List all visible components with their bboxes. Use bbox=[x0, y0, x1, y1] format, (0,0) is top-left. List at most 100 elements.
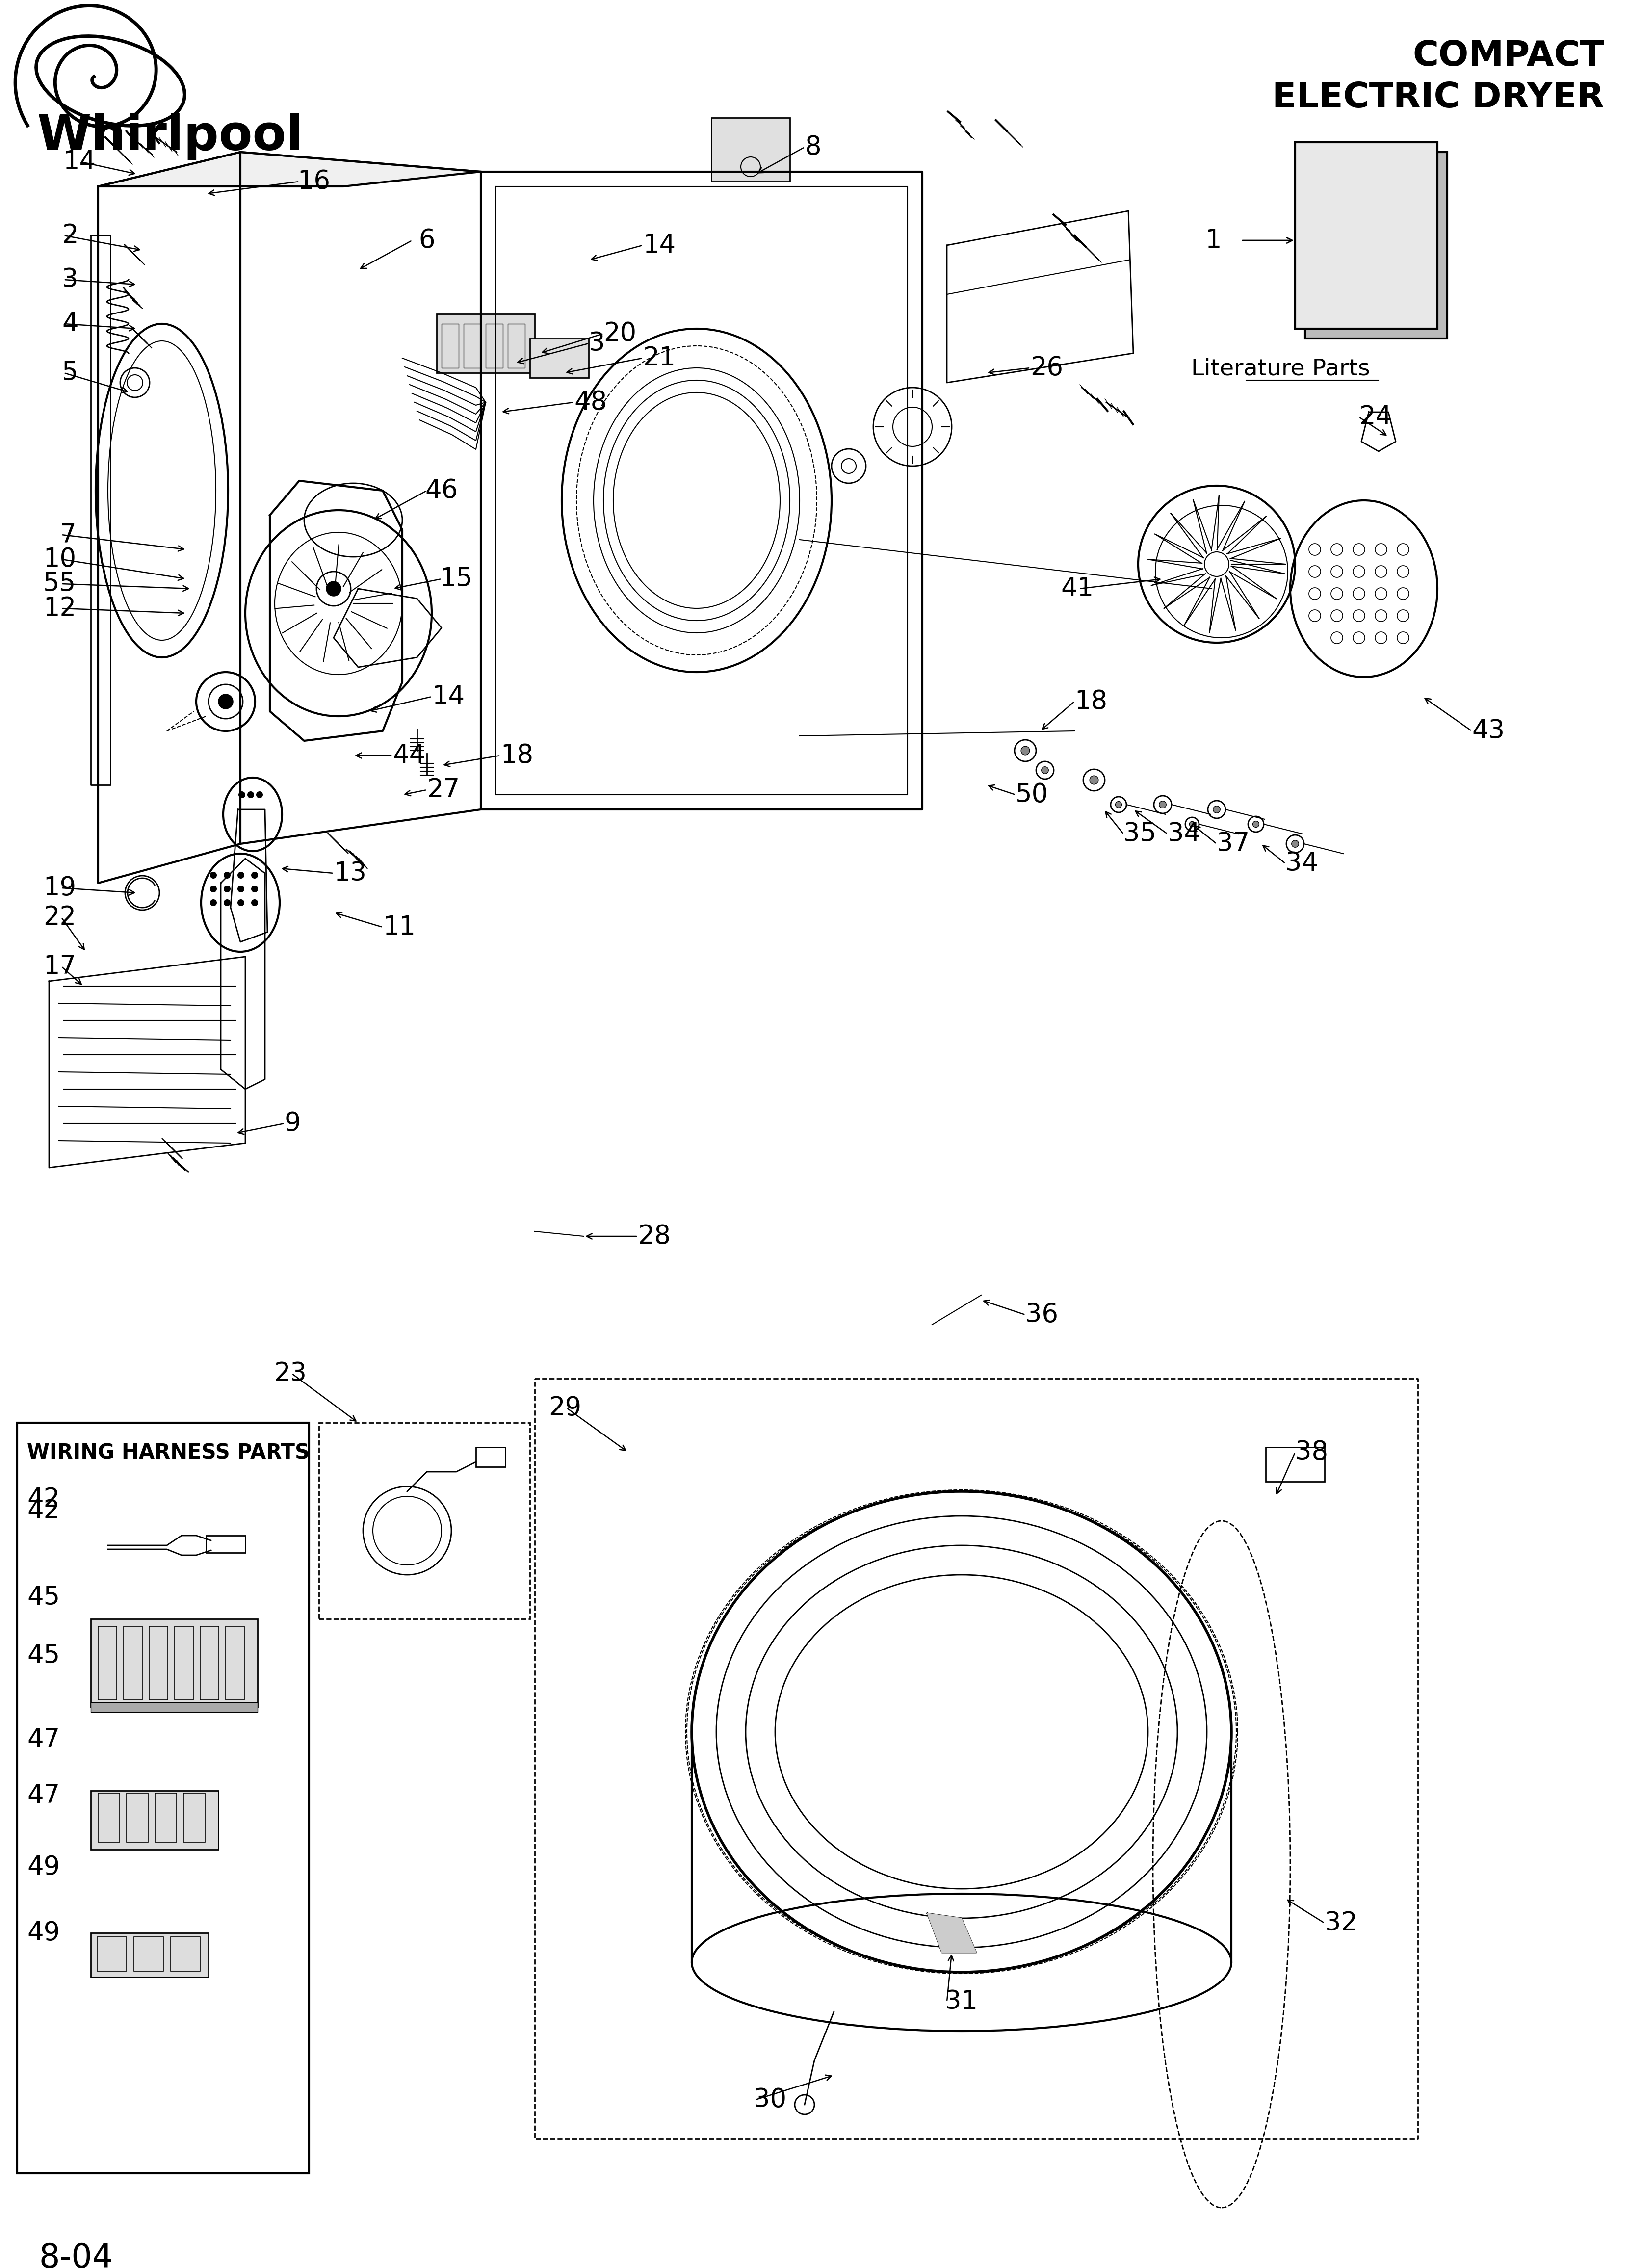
Text: 20: 20 bbox=[603, 320, 635, 347]
Bar bbox=[711, 118, 790, 181]
Text: 48: 48 bbox=[573, 390, 608, 415]
Bar bbox=[135, 1937, 163, 1971]
Circle shape bbox=[1041, 767, 1048, 773]
Text: 45: 45 bbox=[26, 1585, 61, 1610]
Text: 34: 34 bbox=[1167, 821, 1200, 846]
Bar bbox=[476, 1447, 506, 1467]
Text: 13: 13 bbox=[333, 860, 366, 887]
Circle shape bbox=[218, 694, 233, 710]
Text: 55: 55 bbox=[43, 572, 76, 596]
Circle shape bbox=[1115, 801, 1121, 807]
Circle shape bbox=[1189, 821, 1194, 828]
Text: 36: 36 bbox=[1025, 1302, 1057, 1327]
Text: 2: 2 bbox=[62, 222, 79, 247]
Text: 43: 43 bbox=[1471, 719, 1504, 744]
Text: 14: 14 bbox=[432, 685, 465, 710]
Bar bbox=[1266, 1447, 1323, 1481]
Circle shape bbox=[223, 898, 230, 907]
Text: 10: 10 bbox=[43, 547, 76, 572]
Text: 30: 30 bbox=[754, 2087, 787, 2112]
Text: 14: 14 bbox=[62, 150, 95, 175]
Circle shape bbox=[1253, 821, 1259, 828]
Text: 16: 16 bbox=[297, 168, 330, 195]
Bar bbox=[154, 1794, 177, 1842]
Text: 9: 9 bbox=[284, 1111, 300, 1136]
Bar bbox=[99, 1626, 117, 1701]
Text: 27: 27 bbox=[427, 778, 460, 803]
Bar bbox=[205, 1535, 245, 1554]
Text: 26: 26 bbox=[1030, 356, 1062, 381]
Text: 21: 21 bbox=[642, 345, 675, 372]
Circle shape bbox=[1021, 746, 1030, 755]
Bar bbox=[442, 324, 458, 367]
Text: 32: 32 bbox=[1323, 1910, 1356, 1937]
Text: 44: 44 bbox=[392, 742, 425, 769]
Text: 14: 14 bbox=[642, 234, 675, 259]
Text: 8: 8 bbox=[805, 134, 821, 161]
Circle shape bbox=[251, 871, 258, 878]
Circle shape bbox=[251, 898, 258, 907]
Bar bbox=[1305, 152, 1447, 338]
Text: 24: 24 bbox=[1358, 404, 1391, 429]
Circle shape bbox=[210, 885, 217, 891]
Text: 50: 50 bbox=[1015, 782, 1048, 807]
Text: 31: 31 bbox=[944, 1989, 977, 2014]
Text: 19: 19 bbox=[43, 875, 76, 900]
Circle shape bbox=[256, 792, 263, 798]
Text: 12: 12 bbox=[43, 596, 76, 621]
Text: 42: 42 bbox=[26, 1486, 59, 1513]
Bar bbox=[16, 1422, 309, 2173]
Text: 8-04: 8-04 bbox=[39, 2243, 113, 2268]
Polygon shape bbox=[928, 1914, 975, 1953]
Bar bbox=[97, 1937, 126, 1971]
Text: 45: 45 bbox=[26, 1642, 61, 1669]
Text: 5: 5 bbox=[62, 361, 79, 386]
Circle shape bbox=[1204, 551, 1228, 576]
Text: 3: 3 bbox=[588, 331, 604, 356]
Polygon shape bbox=[99, 152, 481, 186]
Text: 23: 23 bbox=[274, 1361, 307, 1386]
Circle shape bbox=[248, 792, 255, 798]
Circle shape bbox=[1089, 776, 1098, 785]
Text: 11: 11 bbox=[383, 914, 415, 939]
Text: 38: 38 bbox=[1296, 1440, 1328, 1465]
Circle shape bbox=[238, 898, 245, 907]
Text: 17: 17 bbox=[43, 955, 76, 980]
Circle shape bbox=[238, 871, 245, 878]
Bar bbox=[1296, 143, 1437, 329]
Text: Literature Parts: Literature Parts bbox=[1190, 358, 1369, 381]
Bar bbox=[200, 1626, 218, 1701]
Bar bbox=[99, 1794, 120, 1842]
Circle shape bbox=[1213, 805, 1220, 812]
Text: 42: 42 bbox=[26, 1499, 59, 1524]
Circle shape bbox=[238, 792, 245, 798]
Circle shape bbox=[210, 871, 217, 878]
Text: 1: 1 bbox=[1205, 227, 1222, 254]
Bar bbox=[149, 1626, 167, 1701]
Bar bbox=[507, 324, 525, 367]
Circle shape bbox=[1159, 801, 1166, 807]
Bar bbox=[123, 1626, 143, 1701]
Text: Whirlpool: Whirlpool bbox=[36, 113, 302, 161]
Bar bbox=[171, 1937, 200, 1971]
Bar bbox=[90, 1792, 218, 1848]
Text: 29: 29 bbox=[548, 1395, 581, 1420]
Bar bbox=[174, 1626, 194, 1701]
Text: 6: 6 bbox=[419, 227, 435, 254]
Text: 18: 18 bbox=[501, 742, 534, 769]
Bar bbox=[437, 313, 535, 372]
Bar bbox=[90, 1703, 258, 1712]
Text: 3: 3 bbox=[62, 268, 79, 293]
Circle shape bbox=[1291, 839, 1299, 848]
Text: 37: 37 bbox=[1217, 830, 1250, 857]
Text: 15: 15 bbox=[440, 567, 473, 592]
Text: 49: 49 bbox=[26, 1921, 61, 1946]
Text: 47: 47 bbox=[26, 1726, 61, 1753]
Text: 41: 41 bbox=[1061, 576, 1094, 601]
Bar bbox=[463, 324, 481, 367]
Text: COMPACT: COMPACT bbox=[1412, 39, 1604, 73]
Bar bbox=[225, 1626, 245, 1701]
Text: 34: 34 bbox=[1286, 850, 1319, 875]
Text: 47: 47 bbox=[26, 1783, 61, 1808]
Text: 28: 28 bbox=[637, 1222, 670, 1250]
